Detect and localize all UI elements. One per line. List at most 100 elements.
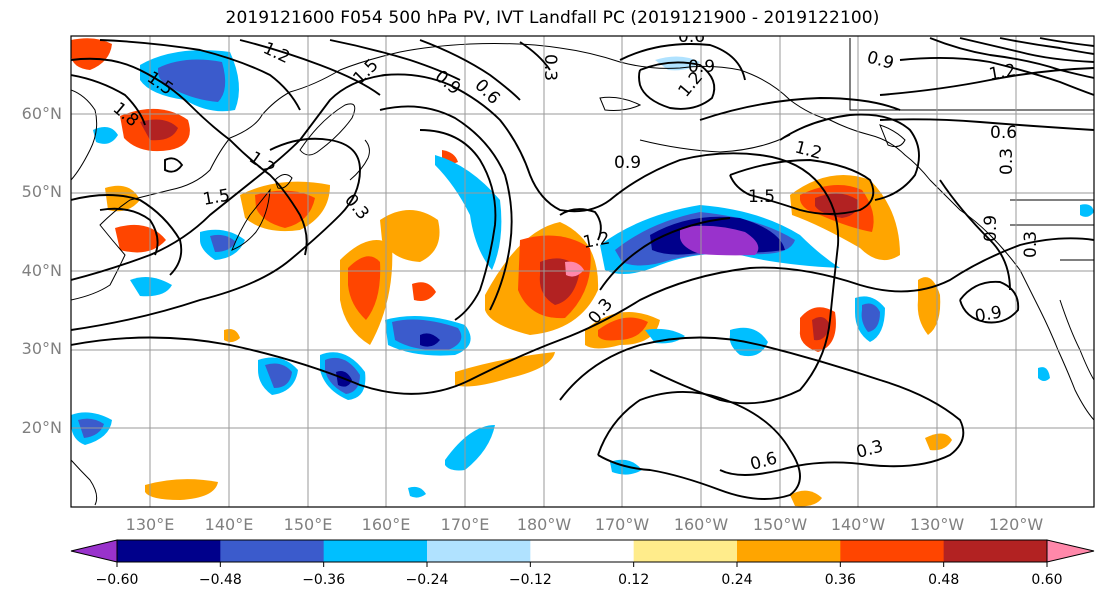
colorbar-tick-label: 0.24 (721, 572, 753, 588)
colorbar-segment (117, 540, 221, 562)
contour-line (999, 37, 1094, 55)
contour-line (638, 61, 716, 110)
contour-label: 0.6 (990, 123, 1017, 143)
contour-label: 1.2 (581, 229, 611, 253)
colorbar-tick-label: 0.12 (618, 572, 650, 588)
lat-label: 40°N (21, 261, 62, 280)
contour-line (559, 208, 602, 241)
anomaly-negative-region (1038, 367, 1050, 381)
anomaly-negative-region (265, 363, 292, 388)
lat-label: 60°N (21, 104, 62, 123)
anomaly-negative-region (408, 486, 426, 498)
contour-label: 0.9 (981, 215, 1001, 242)
lon-label: 170°W (594, 515, 650, 534)
colorbar-tick-label: 0.60 (1031, 572, 1063, 588)
colorbar-segment (220, 540, 325, 562)
contour-line (879, 118, 1094, 131)
contour-line (929, 37, 1094, 79)
coastline (879, 124, 906, 148)
anomaly-positive-region (790, 490, 822, 507)
anomaly-positive-region (224, 329, 240, 343)
contour-line (71, 237, 1094, 395)
lon-label: 130°W (909, 515, 965, 534)
contour-label: 1.2 (987, 61, 1017, 85)
coastline (849, 38, 1094, 111)
lon-label: 180°W (516, 515, 572, 534)
anomaly-positive-region (925, 433, 952, 451)
anomaly-negative-region (680, 225, 759, 256)
coastline (231, 188, 271, 251)
lat-label: 30°N (21, 339, 62, 358)
coastline (71, 43, 561, 301)
colorbar-segment (427, 540, 531, 562)
contour-label: 1.5 (748, 187, 775, 207)
contour-line (71, 57, 308, 256)
contour-line (419, 129, 497, 321)
lon-label: 120°W (988, 515, 1044, 534)
anomaly-positive-region (565, 261, 584, 277)
colorbar-segment (323, 540, 428, 562)
anomaly-positive-region (412, 282, 436, 301)
coastline (639, 134, 791, 153)
anomaly-positive-region (348, 256, 381, 320)
anomaly-negative-region (861, 303, 880, 332)
colorbar-segment (943, 540, 1048, 562)
colorbar-extend-low (70, 539, 118, 563)
lon-label: 150°W (752, 515, 808, 534)
colorbar-segment (737, 540, 841, 562)
anomaly-negative-region (420, 333, 440, 347)
coastline (1010, 199, 1094, 261)
coastline (299, 103, 356, 156)
contour-label: 0.3 (997, 148, 1017, 175)
contour-line (419, 39, 521, 101)
coastline (349, 139, 370, 181)
contour-line (99, 207, 159, 256)
anomaly-negative-region (1080, 204, 1094, 217)
contour-line (729, 159, 875, 215)
anomaly-positive-region (380, 210, 440, 262)
contour-label: 0.3 (540, 54, 560, 81)
anomaly-positive-region (145, 479, 218, 500)
map-title: 2019121600 F054 500 hPa PV, IVT Landfall… (225, 8, 880, 28)
contour-line (71, 194, 183, 276)
contour-label: 0.9 (688, 57, 715, 77)
colorbar-segment (633, 540, 738, 562)
lon-label: 140°W (830, 515, 886, 534)
contour-line (519, 41, 551, 71)
contour-line (899, 56, 1094, 96)
colorbar-tick-label: −0.60 (95, 572, 139, 588)
colorbar-tick-label: −0.24 (405, 572, 449, 588)
contour-line (379, 105, 513, 311)
contour-line (1039, 37, 1094, 47)
contour-label: 0.6 (678, 27, 705, 47)
anomaly-positive-region (255, 190, 315, 228)
lon-label: 170°E (440, 515, 490, 534)
colorbar-segment (530, 540, 635, 562)
anomaly-positive-region (598, 317, 648, 341)
anomaly-negative-region (445, 425, 495, 471)
lon-label: 140°E (204, 515, 254, 534)
contour-label: 1.5 (201, 186, 231, 210)
contour-line (71, 73, 840, 405)
lon-label: 130°E (125, 515, 175, 534)
contour-label: 0.9 (614, 153, 641, 173)
anomaly-positive-region (917, 277, 941, 335)
anomaly-positive-region (105, 185, 140, 212)
contour-line (99, 39, 301, 111)
anomaly-positive-region (455, 352, 555, 387)
contour-line (597, 391, 801, 500)
contour-line (959, 37, 1094, 63)
anomaly-positive-region (71, 38, 112, 70)
anomaly-negative-region (158, 59, 226, 102)
contour-line (939, 179, 1011, 291)
colorbar-extend-high (1046, 539, 1095, 563)
contour-line (699, 97, 901, 121)
contour-line (959, 280, 1020, 324)
gridlines (71, 36, 1094, 507)
map-frame (70, 35, 1095, 508)
lon-label: 150°E (283, 515, 333, 534)
coastline (71, 459, 98, 506)
anomaly-positive-region (812, 316, 830, 341)
